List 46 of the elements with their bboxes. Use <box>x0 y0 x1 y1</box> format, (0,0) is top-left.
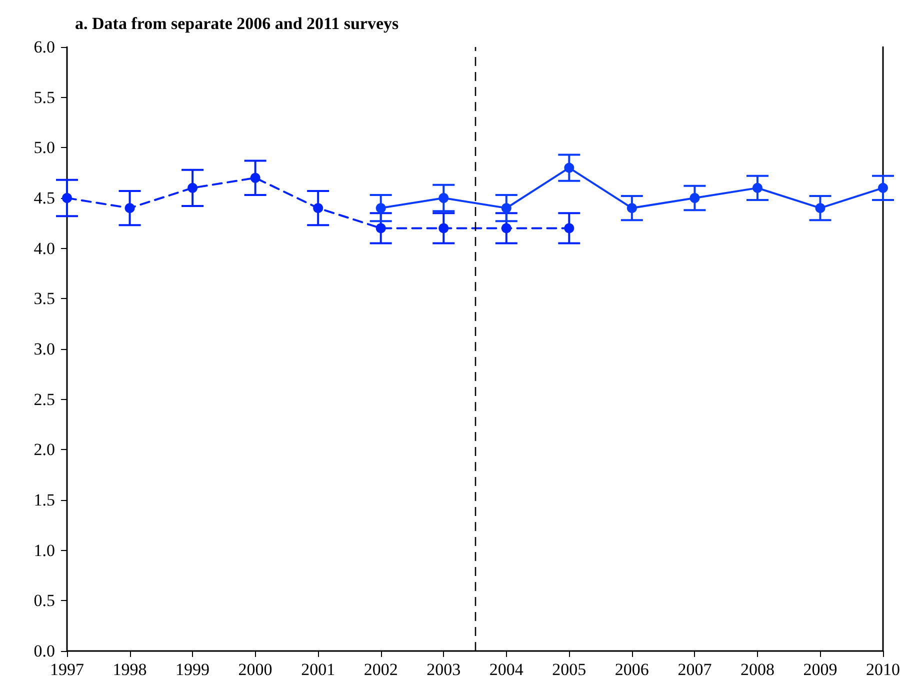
x-tick-label: 2008 <box>740 660 774 679</box>
point <box>188 182 198 193</box>
point <box>376 223 386 234</box>
y-tick-label: 3.5 <box>34 289 55 308</box>
y-tick-label: 4.5 <box>34 188 55 208</box>
point <box>878 182 888 193</box>
point <box>376 203 386 214</box>
y-tick-label: 5.0 <box>34 138 55 158</box>
point <box>815 203 826 214</box>
x-tick-label: 2001 <box>301 660 336 679</box>
point <box>690 193 700 203</box>
point <box>564 162 574 173</box>
x-tick-label: 2009 <box>803 660 838 679</box>
x-tick-label: 1999 <box>176 660 210 679</box>
x-tick-label: 2000 <box>238 660 272 679</box>
y-tick-label: 1.5 <box>34 490 55 510</box>
point <box>124 203 135 214</box>
point <box>501 223 512 234</box>
point <box>501 203 512 214</box>
x-tick-label: 2003 <box>426 660 461 679</box>
y-tick-label: 4.0 <box>34 238 55 258</box>
x-tick-label: 2010 <box>866 660 900 679</box>
x-tick-label: 2006 <box>614 660 649 679</box>
y-tick-label: 0.5 <box>34 591 55 610</box>
chart-title: a. Data from separate 2006 and 2011 surveys <box>75 14 399 33</box>
y-tick-label: 1.0 <box>34 540 55 560</box>
point <box>438 193 449 203</box>
point <box>62 193 72 203</box>
y-tick-label: 3.0 <box>34 340 55 358</box>
x-tick-label: 2005 <box>552 660 586 679</box>
y-tick-label: 5.5 <box>34 88 55 107</box>
point <box>626 203 637 214</box>
point <box>313 203 324 214</box>
x-tick-label: 2007 <box>678 660 712 679</box>
y-tick-label: 2.5 <box>34 390 55 409</box>
point <box>752 182 762 193</box>
x-tick-label: 1997 <box>50 660 84 679</box>
y-tick-label: 0.0 <box>34 642 55 660</box>
point <box>250 172 260 183</box>
point <box>564 223 574 234</box>
y-tick-label: 2.0 <box>34 440 55 460</box>
x-tick-label: 2002 <box>364 660 398 679</box>
point <box>438 223 449 234</box>
x-tick-label: 1998 <box>112 660 147 679</box>
x-tick-label: 2004 <box>489 660 524 679</box>
y-tick-label: 6.0 <box>34 38 55 56</box>
